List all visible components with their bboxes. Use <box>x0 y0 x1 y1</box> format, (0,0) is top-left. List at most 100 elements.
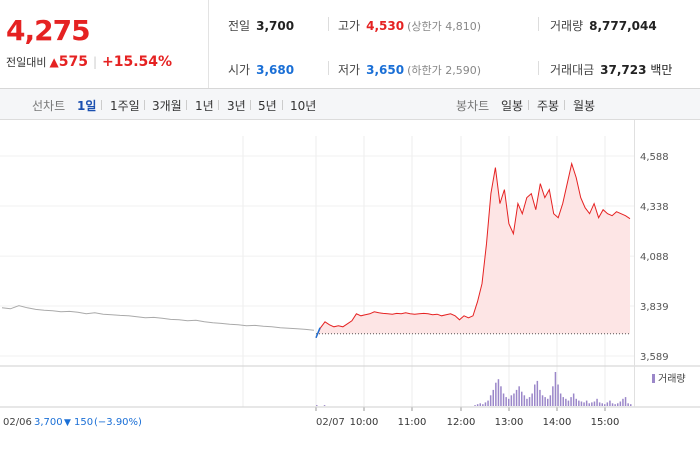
volume-bar <box>549 395 552 406</box>
volume-bar <box>547 398 549 406</box>
time-tick-label: 13:00 <box>495 417 524 428</box>
volume-bar <box>585 400 588 406</box>
volume-bar <box>593 401 596 406</box>
change-label: 전일대비 <box>6 56 47 69</box>
volume-bar <box>580 401 583 406</box>
volume-bar <box>476 404 479 406</box>
time-tick-label: 14:00 <box>543 417 572 428</box>
chart-toolbar: 선차트 1일 1주일 3개월 1년 3년 5년 10년 봉차트 일봉 주봉 월봉 <box>0 89 700 120</box>
up-arrow-icon: ▲ <box>49 55 59 69</box>
volume-bar <box>604 404 606 406</box>
volume-bar <box>567 400 570 406</box>
prev-close: 3,700 <box>34 417 63 428</box>
today-date: 02/07 <box>316 417 345 428</box>
volume-bar <box>523 395 526 406</box>
line-chart-label: 선차트 <box>32 99 66 113</box>
volume-bar <box>583 402 585 406</box>
period-3m[interactable]: 3개월 <box>152 99 182 113</box>
price-tick-label: 3,839 <box>640 302 669 313</box>
price-tick-label: 4,338 <box>640 202 669 213</box>
volume-bar <box>484 402 487 406</box>
price-tick-label: 4,088 <box>640 252 669 263</box>
volume-bar <box>508 398 510 406</box>
period-5y[interactable]: 5년 <box>258 99 277 113</box>
volume-bar <box>513 393 515 406</box>
today-price-line <box>315 161 631 339</box>
period-3y[interactable]: 3년 <box>227 99 246 113</box>
volume-bar <box>630 404 632 406</box>
stat-high: 고가 4,530 (상한가 4,810) <box>338 19 481 33</box>
volume-bar <box>552 386 554 406</box>
candle-weekly[interactable]: 주봉 <box>537 99 560 113</box>
candle-monthly[interactable]: 월봉 <box>573 99 596 113</box>
volume-bar <box>528 397 531 406</box>
volume-bar <box>619 401 622 406</box>
period-10y[interactable]: 10년 <box>290 99 317 113</box>
candle-chart-label: 봉차트 <box>456 99 490 113</box>
volume-bar <box>482 404 484 406</box>
volume-bar <box>622 398 624 406</box>
price-change: 전일대비 ▲575 | +15.54% <box>6 54 173 70</box>
current-price: 4,275 <box>6 14 91 47</box>
prev-date: 02/06 <box>3 417 32 428</box>
volume-bar <box>617 403 619 406</box>
stat-low: 저가 3,650 (하한가 2,590) <box>338 63 481 77</box>
volume-bar <box>526 398 528 406</box>
price-tick-label: 3,589 <box>640 352 669 363</box>
period-1w[interactable]: 1주일 <box>110 99 140 113</box>
period-1d[interactable]: 1일 <box>77 99 97 113</box>
volume-bar <box>489 395 492 406</box>
volume-bar <box>521 391 523 406</box>
volume-bar <box>575 398 577 406</box>
price-box: 4,275 전일대비 ▲575 | +15.54% <box>0 0 209 88</box>
candle-daily[interactable]: 일봉 <box>501 99 524 113</box>
volume-bar <box>544 397 546 406</box>
volume-bar <box>479 403 481 406</box>
volume-bar <box>598 402 601 406</box>
volume-bar <box>627 403 629 406</box>
volume-bar <box>565 398 567 406</box>
volume-bar <box>487 400 489 406</box>
volume-bar <box>557 384 559 406</box>
volume-bar <box>609 400 611 406</box>
volume-bar <box>500 386 502 406</box>
volume-bar <box>539 389 541 406</box>
period-1y[interactable]: 1년 <box>195 99 214 113</box>
volume-bar <box>541 395 544 406</box>
price-tick-label: 4,588 <box>640 152 669 163</box>
volume-bar <box>596 398 598 406</box>
volume-bar <box>515 389 518 406</box>
volume-bar <box>554 372 557 406</box>
volume-bar <box>614 404 616 406</box>
prev-day-line <box>1 305 315 331</box>
volume-bar <box>497 379 500 406</box>
prev-change: 150 <box>74 417 93 428</box>
volume-bar <box>502 393 505 406</box>
quote-header: 4,275 전일대비 ▲575 | +15.54% 전일 3,700 고가 4,530 (상… <box>0 0 700 89</box>
volume-bar <box>562 397 564 406</box>
volume-bar <box>606 402 609 406</box>
prev-change-pct: (−3.90%) <box>94 417 142 428</box>
volume-bar <box>570 397 572 406</box>
volume-bar <box>495 382 497 406</box>
volume-bar <box>611 403 614 406</box>
time-tick-label: 10:00 <box>350 417 379 428</box>
volume-bar <box>588 403 590 406</box>
time-tick-label: 15:00 <box>591 417 620 428</box>
volume-bar <box>492 389 494 406</box>
time-tick-label: 11:00 <box>398 417 427 428</box>
stat-amount: 거래대금 37,723 백만 <box>550 63 673 77</box>
change-percent: +15.54% <box>102 54 173 70</box>
stat-volume: 거래량 8,777,044 <box>550 19 657 33</box>
volume-bar <box>534 384 536 406</box>
volume-bar <box>316 405 318 406</box>
volume-bar <box>572 393 575 406</box>
stat-prev-close: 전일 3,700 <box>228 19 295 33</box>
volume-bar <box>323 405 326 406</box>
volume-bar <box>591 402 593 406</box>
time-tick-label: 12:00 <box>447 417 476 428</box>
volume-legend: 거래량 <box>658 373 686 385</box>
price-chart[interactable]: 4,588 4,338 4,088 3,839 3,589 10:00 11:00 12:00… <box>0 120 700 450</box>
stat-open: 시가 3,680 <box>228 63 295 77</box>
volume-bar <box>510 395 513 406</box>
